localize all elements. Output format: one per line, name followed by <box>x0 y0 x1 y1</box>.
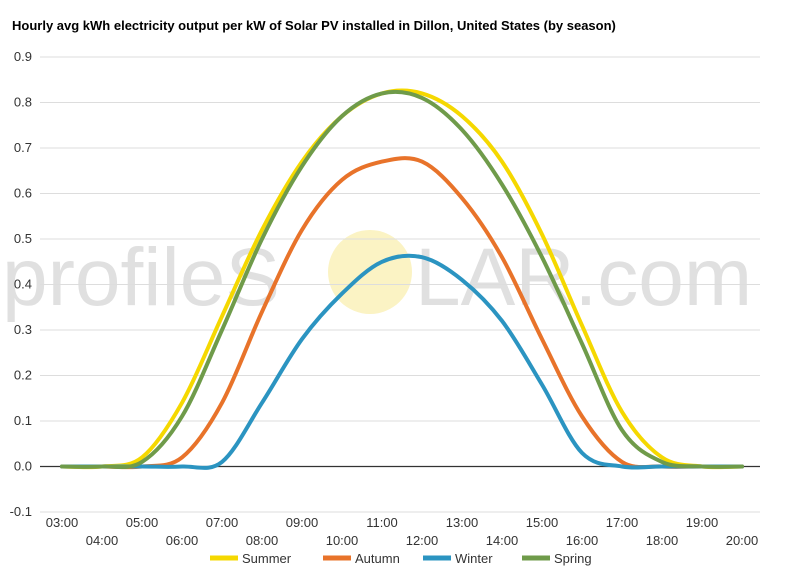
x-tick-label: 14:00 <box>486 533 519 548</box>
y-tick-label: 0.9 <box>14 49 32 64</box>
x-tick-label: 20:00 <box>726 533 759 548</box>
x-axis-ticks: 03:00 04:00 05:00 06:00 07:00 08:00 09:00 10:00… <box>46 515 759 548</box>
series-line-winter <box>60 253 744 470</box>
x-tick-label: 06:00 <box>166 533 199 548</box>
watermark-text-right: LAR.com <box>415 232 752 323</box>
chart-title: Hourly avg kWh electricity output per kW… <box>12 18 616 33</box>
x-tick-label: 16:00 <box>566 533 599 548</box>
legend-label-winter: Winter <box>455 551 493 566</box>
legend-label-summer: Summer <box>242 551 292 566</box>
legend: Summer Autumn Winter Spring <box>210 551 592 566</box>
y-tick-label: 0.0 <box>14 459 32 474</box>
x-tick-label: 13:00 <box>446 515 479 530</box>
x-tick-label: 03:00 <box>46 515 79 530</box>
x-tick-label: 12:00 <box>406 533 439 548</box>
grid-lines <box>40 56 760 513</box>
y-tick-label: 0.3 <box>14 322 32 337</box>
y-axis-ticks: -0.1 0.0 0.1 0.2 0.3 0.4 0.5 0.6 0.7 0.8 0.9 <box>10 49 32 519</box>
y-tick-label: -0.1 <box>10 504 32 519</box>
y-tick-label: 0.6 <box>14 186 32 201</box>
x-tick-label: 10:00 <box>326 533 359 548</box>
x-tick-label: 15:00 <box>526 515 559 530</box>
series-line-spring <box>60 89 744 470</box>
y-tick-label: 0.4 <box>14 277 32 292</box>
x-tick-label: 08:00 <box>246 533 279 548</box>
y-tick-label: 0.8 <box>14 95 32 110</box>
x-tick-label: 11:00 <box>366 515 398 530</box>
x-tick-label: 19:00 <box>686 515 719 530</box>
x-tick-label: 04:00 <box>86 533 119 548</box>
x-tick-label: 18:00 <box>646 533 679 548</box>
x-tick-label: 09:00 <box>286 515 319 530</box>
y-tick-label: 0.5 <box>14 231 32 246</box>
x-tick-label: 05:00 <box>126 515 159 530</box>
y-tick-label: 0.2 <box>14 368 32 383</box>
x-tick-label: 07:00 <box>206 515 239 530</box>
y-tick-label: 0.7 <box>14 140 32 155</box>
series-lines <box>60 88 744 470</box>
legend-label-autumn: Autumn <box>355 551 400 566</box>
legend-label-spring: Spring <box>554 551 592 566</box>
watermark-sun <box>328 230 412 314</box>
watermark: profileS LAR.com <box>2 230 752 323</box>
y-tick-label: 0.1 <box>14 413 32 428</box>
series-line-autumn <box>60 156 744 470</box>
x-tick-label: 17:00 <box>606 515 639 530</box>
